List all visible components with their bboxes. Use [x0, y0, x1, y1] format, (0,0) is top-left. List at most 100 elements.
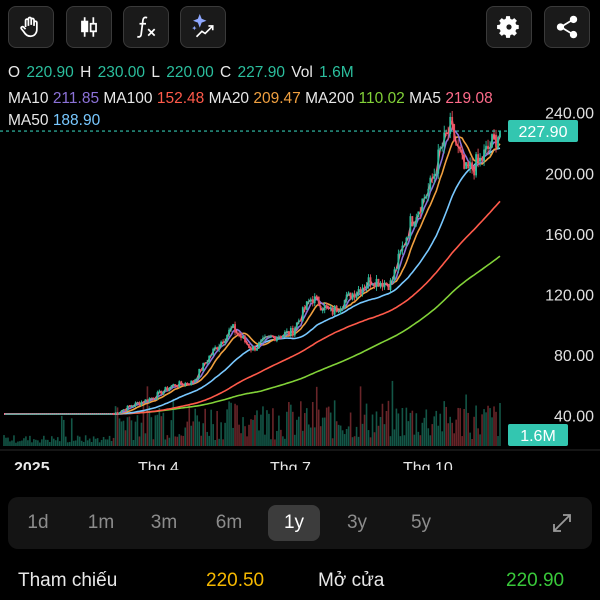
candle-body — [325, 305, 328, 307]
volume-bar — [5, 437, 7, 446]
candle-body — [110, 413, 113, 415]
candle-body — [270, 336, 272, 337]
hand-tool-button[interactable] — [8, 6, 54, 48]
volume-bar — [447, 423, 450, 446]
timeframe-1d[interactable]: 1d — [27, 512, 49, 533]
candle-body — [375, 278, 378, 288]
timeframe-1m[interactable]: 1m — [87, 512, 115, 533]
candle-body — [200, 368, 203, 372]
volume-bar — [13, 435, 15, 446]
candle-body — [279, 336, 282, 338]
volume-bar — [148, 406, 151, 446]
volume-bar — [98, 442, 101, 446]
candle-body — [188, 384, 191, 386]
candle-body — [36, 413, 39, 415]
candle-body — [202, 363, 205, 372]
candle-body — [15, 413, 17, 415]
candle-body — [106, 413, 109, 415]
volume-bar — [499, 403, 501, 446]
candle-body — [343, 300, 346, 309]
volume-bar — [393, 429, 396, 446]
volume-bar — [270, 439, 272, 446]
volume-bar — [170, 420, 173, 446]
volume-bar — [415, 413, 418, 446]
candle-body — [485, 145, 487, 150]
share-button[interactable] — [544, 6, 590, 48]
candle-body — [228, 329, 230, 335]
candle-body — [385, 282, 388, 285]
volume-badge-label: 1.6M — [520, 428, 556, 445]
volume-bar — [411, 410, 414, 446]
candlestick-button[interactable] — [66, 6, 112, 48]
candle-body — [349, 292, 352, 300]
candle-body — [112, 413, 115, 415]
volume-bar — [174, 436, 177, 446]
candle-body — [150, 398, 153, 399]
candle-body — [471, 162, 474, 170]
candle-body — [70, 413, 73, 415]
timeframe-1y[interactable]: 1y — [268, 505, 320, 541]
candle-body — [481, 157, 483, 161]
x-tick-label: Thg 10 — [403, 460, 453, 470]
candle-body — [136, 402, 139, 404]
candle-body — [100, 413, 103, 415]
volume-bar — [234, 403, 236, 446]
timeframe-3y[interactable]: 3y — [346, 512, 368, 533]
volume-bar — [196, 415, 199, 446]
candle-body — [54, 413, 57, 415]
ma5-label: MA5 — [409, 90, 441, 107]
volume-bar — [210, 409, 212, 446]
candle-body — [287, 331, 290, 336]
timeframe-3m[interactable]: 3m — [150, 512, 178, 533]
timeframe-6m[interactable]: 6m — [215, 512, 243, 533]
candle-body — [74, 413, 77, 415]
candle-body — [381, 282, 384, 288]
volume-bar — [33, 439, 35, 446]
candle-body — [323, 305, 326, 311]
candle-body — [365, 285, 368, 288]
candle-body — [5, 413, 7, 415]
volume-bar — [252, 419, 254, 446]
candle-body — [156, 392, 159, 399]
candle-body — [445, 132, 448, 134]
volume-bar — [156, 414, 159, 446]
volume-bar — [319, 426, 322, 446]
volume-bar — [288, 402, 290, 446]
magic-draw-button[interactable] — [180, 6, 226, 48]
volume-bar — [74, 440, 77, 446]
price-chart[interactable]: 240.00 200.00 160.00 120.00 80.00 40.00 227.90… — [0, 0, 600, 470]
close-value: 227.90 — [237, 64, 285, 81]
candle-body — [357, 289, 360, 294]
volume-bar — [152, 439, 155, 446]
candle-body — [118, 412, 121, 414]
candle-body — [204, 363, 207, 364]
volume-bar — [459, 408, 461, 446]
volume-bar — [477, 428, 479, 446]
candle-body — [196, 378, 199, 380]
volume-bar — [479, 434, 481, 446]
volume-bar — [258, 430, 260, 446]
candle-body — [461, 151, 464, 155]
candle-body — [315, 296, 318, 298]
volume-label: Vol — [291, 64, 313, 81]
candle-body — [341, 308, 344, 310]
volume-bar — [60, 415, 63, 446]
candle-body — [128, 405, 131, 407]
volume-bar — [188, 404, 191, 446]
volume-bar — [469, 432, 471, 446]
volume-bar — [35, 439, 37, 446]
candle-body — [62, 413, 65, 415]
candle-body — [483, 149, 485, 161]
open-price-label: Mở cửa — [318, 570, 385, 591]
timeframe-5y[interactable]: 5y — [410, 512, 432, 533]
candle-body — [178, 381, 181, 387]
candle-body — [305, 301, 308, 310]
candle-body — [76, 413, 79, 415]
candle-body — [457, 145, 460, 147]
settings-button[interactable] — [486, 6, 532, 48]
expand-button[interactable] — [536, 505, 588, 541]
function-button[interactable] — [123, 6, 169, 48]
volume-bar — [433, 416, 436, 446]
volume-bar — [208, 435, 210, 446]
volume-bar — [262, 406, 264, 446]
